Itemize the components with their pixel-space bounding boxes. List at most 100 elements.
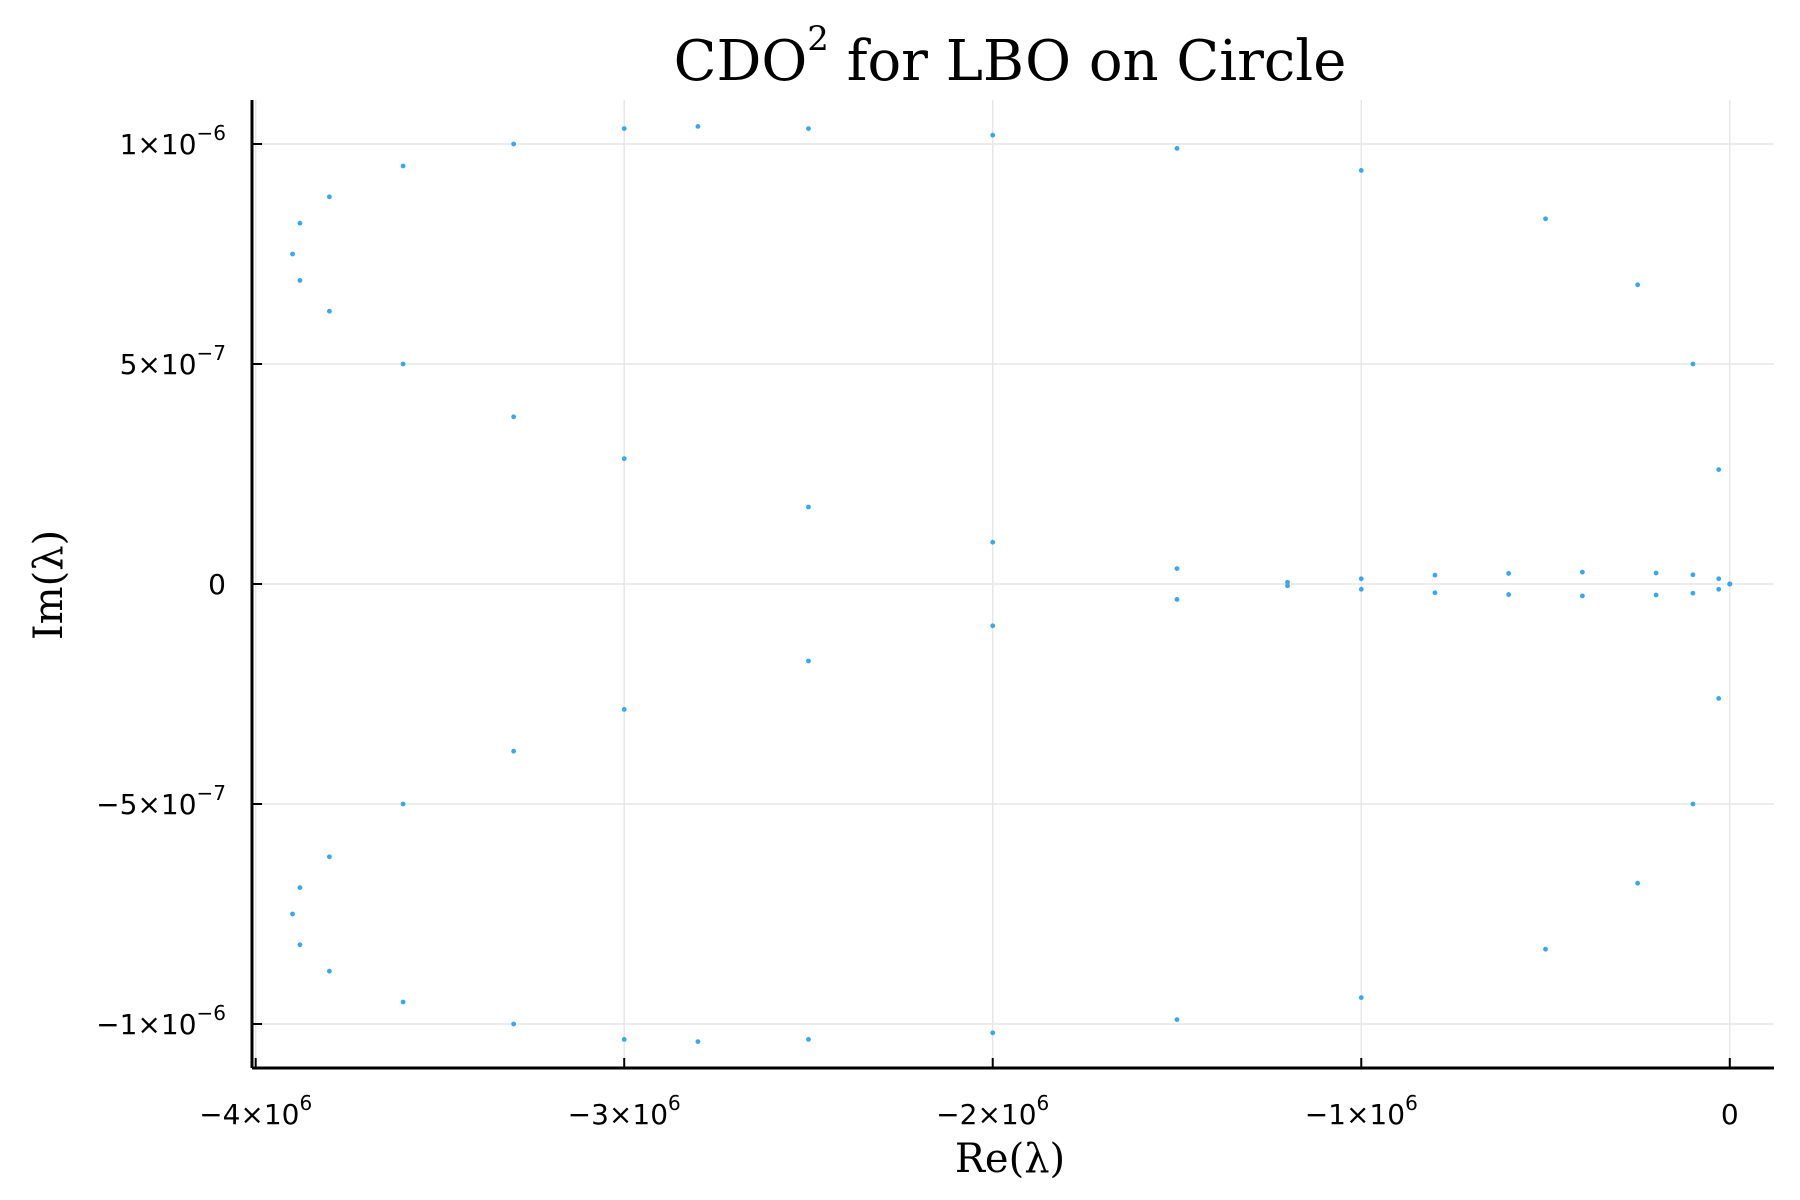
y-tick-label-exponent: −7 [197, 781, 226, 805]
x-tick-label-base: −2×10 [936, 1098, 1036, 1131]
data-point [1506, 592, 1512, 597]
data-point [1579, 593, 1585, 599]
data-point [621, 126, 627, 131]
data-point [297, 885, 303, 890]
x-tick-label: −3×106 [568, 1091, 681, 1131]
data-point [990, 132, 996, 138]
data-point [326, 968, 332, 974]
data-point [326, 308, 332, 314]
y-tick-label: 0 [208, 568, 226, 601]
data-point [1358, 995, 1364, 1000]
x-tick-label-exponent: 6 [1037, 1091, 1050, 1115]
title-superscript: 2 [807, 19, 829, 59]
data-point [695, 1039, 701, 1044]
data-point [326, 854, 332, 860]
data-point [1690, 590, 1696, 596]
data-point [1174, 1017, 1180, 1022]
x-tick-label-base: −1×10 [1305, 1098, 1405, 1131]
data-point [806, 658, 811, 664]
data-point [1635, 880, 1641, 886]
data-point [511, 414, 517, 420]
chart-title: CDO2 for LBO on Circle [674, 19, 1347, 94]
data-point [1543, 216, 1548, 222]
data-point [990, 539, 996, 545]
x-axis-label: Re(λ) [955, 1136, 1065, 1182]
data-point [1285, 583, 1290, 589]
x-tick-label: 0 [1721, 1098, 1739, 1131]
data-point [400, 801, 406, 807]
data-point [1690, 801, 1696, 807]
data-point [1432, 572, 1438, 578]
data-point [990, 623, 996, 629]
data-point [511, 748, 517, 754]
y-tick-label: −5×10−7 [96, 781, 226, 821]
data-point [1543, 946, 1548, 952]
data-point [1653, 592, 1659, 598]
y-tick-label-base: −5×10 [96, 788, 196, 821]
data-point [1690, 572, 1696, 578]
data-point [1174, 146, 1180, 151]
data-point [806, 504, 811, 510]
data-point [1635, 282, 1641, 288]
data-point [806, 1037, 811, 1042]
y-tick-label-base: −1×10 [96, 1008, 196, 1041]
x-tick-label-base: 0 [1721, 1098, 1739, 1131]
data-point [290, 911, 295, 917]
data-point [511, 1021, 517, 1027]
data-point [400, 163, 406, 169]
y-tick-label: 5×10−7 [120, 341, 226, 381]
x-tick-label-base: −4×10 [199, 1098, 299, 1131]
data-point [1174, 597, 1180, 602]
y-tick-label-exponent: −6 [197, 1001, 226, 1025]
y-tick-label-exponent: −6 [197, 121, 226, 145]
data-point [297, 220, 303, 226]
x-tick-label-exponent: 6 [1405, 1091, 1418, 1115]
data-point [511, 141, 517, 147]
data-point [1690, 361, 1696, 367]
data-point [621, 456, 627, 461]
data-point [1358, 586, 1364, 592]
data-point [290, 251, 295, 257]
title-rest: for LBO on Circle [829, 29, 1346, 94]
data-point [1716, 576, 1722, 582]
data-point [400, 999, 406, 1005]
data-point [1716, 696, 1722, 701]
data-point [621, 1037, 627, 1042]
data-point [1653, 570, 1659, 576]
y-tick-label: 1×10−6 [120, 121, 226, 161]
data-point [1358, 576, 1364, 582]
x-tick-label: −1×106 [1305, 1091, 1418, 1131]
data-point [326, 194, 332, 200]
data-point [297, 278, 303, 283]
data-point [1432, 590, 1438, 596]
data-point [695, 124, 701, 129]
y-tick-label: −1×10−6 [96, 1001, 226, 1041]
y-tick-label-base: 5×10 [120, 348, 197, 381]
data-point [1285, 579, 1290, 585]
data-point [621, 707, 627, 712]
x-tick-label-base: −3×10 [568, 1098, 668, 1131]
data-point [1716, 467, 1722, 472]
y-tick-label-exponent: −7 [197, 341, 226, 365]
data-point [1358, 168, 1364, 173]
data-point [990, 1030, 996, 1036]
data-point [1174, 566, 1180, 571]
data-point [297, 942, 303, 948]
axis-ticks: −4×106 −3×106 −2×106 −1×106 01×10−65×10−70−5… [96, 121, 1739, 1131]
data-point [400, 361, 406, 367]
data-point [1506, 571, 1512, 576]
x-tick-label: −4×106 [199, 1091, 312, 1131]
data-point [1727, 581, 1733, 587]
data-point [1579, 569, 1585, 575]
x-tick-label: −2×106 [936, 1091, 1049, 1131]
title-main: CDO [674, 29, 808, 94]
y-tick-label-base: 0 [208, 568, 226, 601]
x-tick-label-exponent: 6 [300, 1091, 313, 1115]
y-tick-label-base: 1×10 [120, 128, 197, 161]
data-point [1716, 586, 1722, 592]
y-axis-label: Im(λ) [26, 530, 72, 640]
data-points [290, 124, 1733, 1044]
x-tick-label-exponent: 6 [668, 1091, 681, 1115]
